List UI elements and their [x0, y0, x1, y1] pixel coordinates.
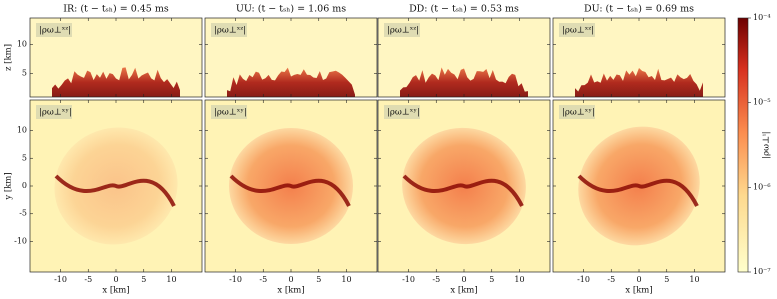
x-tick-label: 0: [636, 275, 641, 284]
x-tick-label: 5: [141, 275, 146, 284]
x-tick-label: -10: [402, 275, 415, 284]
y-tick-label: -5: [19, 209, 27, 218]
panel-title: UU: (t − tₛₕ) = 1.06 ms: [236, 4, 346, 15]
colorbar-tick-label: 10⁻⁶: [753, 182, 771, 191]
panel-label: |ρω⊥ˣᶻ|: [214, 26, 246, 36]
y-tick-label: 5: [22, 153, 27, 162]
x-tick-label: -5: [84, 275, 92, 284]
colorbar: [737, 17, 749, 273]
vortex-band: [227, 67, 355, 97]
colorbar-tick-label: 10⁻⁵: [753, 98, 771, 107]
x-tick-label: 0: [288, 275, 293, 284]
panel-label: |ρω⊥ˣᶻ|: [39, 26, 71, 36]
label-box: [384, 23, 420, 37]
x-tick-label: 10: [341, 275, 351, 284]
z-axis-label: z [km]: [4, 44, 14, 71]
x-tick-label: 5: [316, 275, 321, 284]
x-tick-label: 0: [113, 275, 118, 284]
colorbar-tick-label: 10⁻⁴: [753, 13, 771, 22]
vortex-sheet: [402, 174, 524, 207]
vortex-sheet: [54, 174, 176, 207]
vortex-sheet: [229, 174, 351, 207]
panel-label: |ρω⊥ˣʸ|: [562, 108, 595, 118]
x-tick-label: 10: [166, 275, 176, 284]
vortex-band: [52, 67, 180, 97]
panel-label: |ρω⊥ˣʸ|: [39, 108, 72, 118]
x-tick-label: -5: [432, 275, 440, 284]
x-tick-label: -10: [229, 275, 242, 284]
panel-label: |ρω⊥ˣᶻ|: [387, 26, 419, 36]
x-tick-label: 10: [689, 275, 699, 284]
panel-title: DD: (t − tₛₕ) = 0.53 ms: [409, 4, 519, 15]
label-box: [211, 23, 247, 37]
x-tick-label: 0: [461, 275, 466, 284]
label-box: [384, 105, 420, 119]
label-box: [211, 105, 247, 119]
x-tick-label: 5: [489, 275, 494, 284]
colorbar-label: |ρω⊥ⁱ|: [762, 131, 772, 158]
label-box: [559, 105, 595, 119]
x-axis-label: x [km]: [277, 286, 304, 296]
label-box: [36, 23, 72, 37]
y-tick-label: 10: [17, 126, 27, 135]
x-tick-label: -5: [259, 275, 267, 284]
panel-label: |ρω⊥ˣᶻ|: [562, 26, 594, 36]
y-tick-label: -10: [14, 236, 27, 245]
panel-title: DU: (t − tₛₕ) = 0.69 ms: [584, 4, 694, 15]
y-tick-label: 0: [22, 181, 27, 190]
x-tick-label: -5: [607, 275, 615, 284]
x-axis-label: x [km]: [625, 286, 652, 296]
panel-label: |ρω⊥ˣʸ|: [214, 108, 247, 118]
y-axis-label: y [km]: [4, 172, 14, 200]
vortex-band: [400, 67, 528, 97]
x-tick-label: -10: [577, 275, 590, 284]
x-tick-label: 10: [514, 275, 524, 284]
label-box: [559, 23, 595, 37]
x-tick-label: -10: [54, 275, 67, 284]
label-box: [36, 105, 72, 119]
x-tick-label: 5: [664, 275, 669, 284]
panel-label: |ρω⊥ˣʸ|: [387, 108, 420, 118]
vortex-band: [575, 67, 703, 97]
x-axis-label: x [km]: [102, 286, 129, 296]
panel-title: IR: (t − tₛₕ) = 0.45 ms: [63, 4, 169, 15]
x-axis-label: x [km]: [450, 286, 477, 296]
z-tick-label: 5: [22, 69, 27, 78]
vortex-sheet: [577, 174, 699, 207]
z-tick-label: 10: [17, 39, 27, 48]
colorbar-tick-label: 10⁻⁷: [753, 267, 771, 276]
